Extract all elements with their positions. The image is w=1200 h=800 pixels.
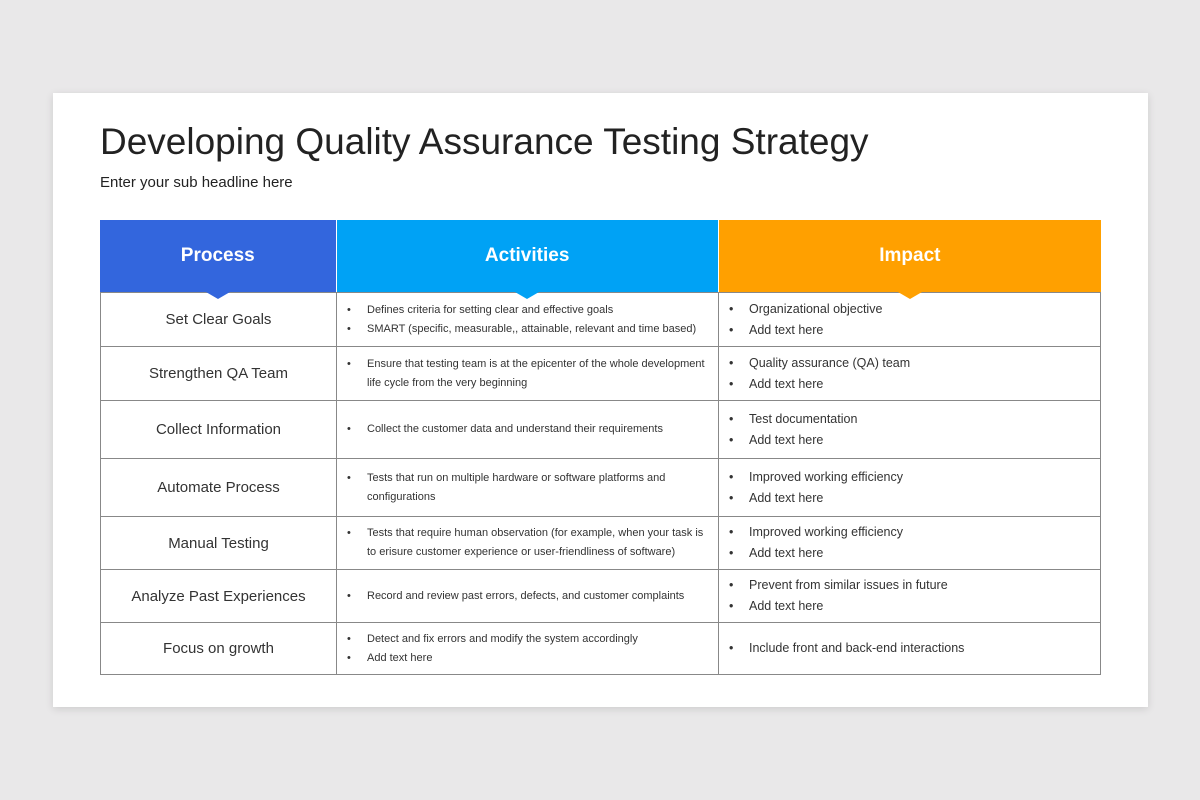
process-cell: Manual Testing (100, 517, 336, 569)
bullet-item: Organizational objective (729, 299, 1090, 320)
bullet-item: SMART (specific, measurable,, attainable… (347, 320, 708, 339)
impact-cell: Improved working efficiencyAdd text here (718, 517, 1101, 569)
impact-cell: Test documentationAdd text here (718, 401, 1101, 458)
bullet-item: Add text here (729, 374, 1090, 395)
bullet-item: Add text here (729, 488, 1090, 509)
impact-cell: Organizational objectiveAdd text here (718, 293, 1101, 346)
bullet-item: Prevent from similar issues in future (729, 575, 1090, 596)
table-header: Process Activities Impact (100, 220, 1101, 299)
page-title: Developing Quality Assurance Testing Str… (100, 121, 869, 162)
process-cell: Collect Information (100, 401, 336, 458)
table-row: Set Clear Goals Defines criteria for sett… (100, 292, 1101, 346)
bullet-item: Add text here (729, 320, 1090, 341)
activities-cell: Defines criteria for setting clear and e… (336, 293, 718, 346)
activities-cell: Tests that require human observation (fo… (336, 517, 718, 569)
process-cell: Automate Process (100, 459, 336, 516)
activities-cell: Record and review past errors, defects, … (336, 570, 718, 622)
header-process: Process (100, 220, 337, 299)
bullet-item: Quality assurance (QA) team (729, 353, 1090, 374)
process-cell: Focus on growth (100, 623, 336, 674)
impact-cell: Improved working efficiencyAdd text here (718, 459, 1101, 516)
activities-cell: Tests that run on multiple hardware or s… (336, 459, 718, 516)
bullet-item: Defines criteria for setting clear and e… (347, 301, 708, 320)
table-row: Strengthen QA Team Ensure that testing te… (100, 346, 1101, 400)
bullet-item: Collect the customer data and understand… (347, 420, 708, 439)
activities-cell: Collect the customer data and understand… (336, 401, 718, 458)
bullet-item: Detect and fix errors and modify the sys… (347, 630, 708, 649)
table-row: Focus on growth Detect and fix errors and… (100, 622, 1101, 675)
strategy-table: Process Activities Impact Set Clear Goal… (100, 220, 1101, 675)
slide: Developing Quality Assurance Testing Str… (53, 93, 1148, 707)
process-cell: Set Clear Goals (100, 293, 336, 346)
process-cell: Analyze Past Experiences (100, 570, 336, 622)
activities-cell: Detect and fix errors and modify the sys… (336, 623, 718, 674)
table-row: Manual Testing Tests that require human o… (100, 516, 1101, 569)
bullet-item: Include front and back-end interactions (729, 638, 1090, 659)
impact-cell: Include front and back-end interactions (718, 623, 1101, 674)
table-body: Set Clear Goals Defines criteria for sett… (100, 292, 1101, 675)
bullet-item: Ensure that testing team is at the epice… (347, 355, 708, 393)
bullet-item: Improved working efficiency (729, 467, 1090, 488)
bullet-item: Add text here (347, 649, 708, 668)
table-row: Automate Process Tests that run on multip… (100, 458, 1101, 516)
bullet-item: Tests that require human observation (fo… (347, 524, 708, 562)
bullet-item: Tests that run on multiple hardware or s… (347, 469, 708, 507)
bullet-item: Add text here (729, 543, 1090, 564)
page-subtitle: Enter your sub headline here (100, 174, 293, 191)
activities-cell: Ensure that testing team is at the epice… (336, 347, 718, 400)
bullet-item: Add text here (729, 596, 1090, 617)
header-impact: Impact (718, 220, 1101, 299)
impact-cell: Prevent from similar issues in futureAdd… (718, 570, 1101, 622)
header-activities: Activities (336, 220, 719, 299)
bullet-item: Improved working efficiency (729, 522, 1090, 543)
bullet-item: Add text here (729, 430, 1090, 451)
bullet-item: Test documentation (729, 409, 1090, 430)
bullet-item: Record and review past errors, defects, … (347, 587, 708, 606)
table-row: Analyze Past Experiences Record and revie… (100, 569, 1101, 622)
table-row: Collect Information Collect the customer … (100, 400, 1101, 458)
process-cell: Strengthen QA Team (100, 347, 336, 400)
impact-cell: Quality assurance (QA) teamAdd text here (718, 347, 1101, 400)
